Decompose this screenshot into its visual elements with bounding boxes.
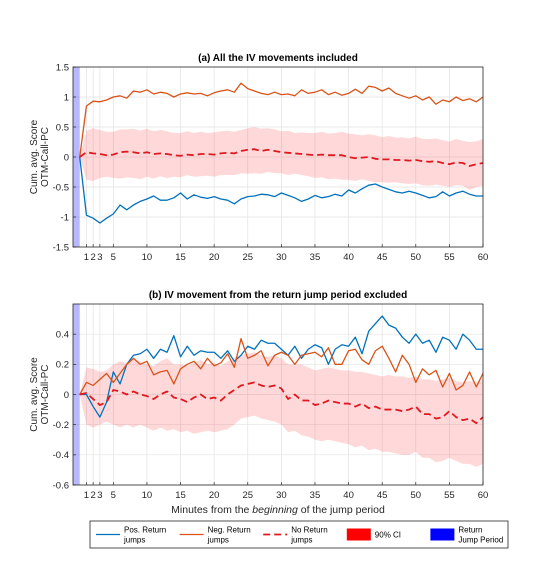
ci-band-b xyxy=(79,352,483,467)
legend-label-4-line1: Return xyxy=(458,526,482,535)
ylabel-line1-b: Cum. avg. Score xyxy=(29,357,40,432)
jump-period-a xyxy=(73,67,80,247)
panel-b-chart: 1 2 3 5 10 15 20 25 30 35 40 45 50 55 60-0.6-0.4-0.200… xyxy=(29,290,488,516)
series-line-a-1 xyxy=(79,82,484,158)
xtick-label-b-11: 45 xyxy=(377,490,388,501)
xtick-label-b-3: 5 xyxy=(111,490,116,501)
xtick-label-b-4: 10 xyxy=(142,490,153,501)
panel-a-chart: 1 2 3 5 10 15 20 25 30 35 40 45 50 55 60-1.5-1-0.500.5… xyxy=(29,53,488,263)
ytick-label-a-5: 1 xyxy=(64,92,69,103)
legend-label-1-line2: jumps xyxy=(207,536,229,545)
series-line-b-0 xyxy=(79,315,483,418)
xtick-label-b-0: 1 xyxy=(84,490,89,501)
xtick-label-a-4: 10 xyxy=(142,252,153,263)
xtick-label-a-5: 15 xyxy=(175,252,186,263)
legend-swatch-4 xyxy=(430,528,455,541)
series-line-a-2 xyxy=(79,148,484,167)
ci-band-a xyxy=(79,127,483,190)
ytick-label-b-2: -0.2 xyxy=(53,420,69,431)
legend-swatch-3 xyxy=(346,528,371,541)
ytick-label-a-6: 1.5 xyxy=(56,62,69,73)
xtick-label-a-10: 40 xyxy=(343,252,354,263)
xtick-label-a-11: 45 xyxy=(377,252,388,263)
ylabel-line2-b: OTM-Call-PC xyxy=(40,365,51,425)
xtick-label-a-7: 25 xyxy=(242,252,253,263)
xtick-label-b-1: 2 xyxy=(91,490,96,501)
xtick-label-a-3: 5 xyxy=(111,252,116,263)
xtick-label-a-13: 55 xyxy=(444,252,455,263)
xtick-label-a-2: 3 xyxy=(97,252,102,263)
ytick-label-a-0: -1.5 xyxy=(53,242,69,253)
xtick-label-b-8: 30 xyxy=(276,490,287,501)
ytick-label-b-3: 0 xyxy=(64,390,69,401)
xtick-label-a-12: 50 xyxy=(410,252,421,263)
ytick-label-a-2: -0.5 xyxy=(53,182,69,193)
xtick-label-b-14: 60 xyxy=(478,490,489,501)
xlabel-b: Minutes from the beginning of the jump p… xyxy=(171,504,385,516)
ytick-label-b-0: -0.6 xyxy=(53,480,69,491)
xtick-label-b-6: 20 xyxy=(209,490,220,501)
xtick-label-b-7: 25 xyxy=(242,490,253,501)
legend-label-4-line2: Jump Period xyxy=(458,536,503,545)
ytick-label-a-4: 0.5 xyxy=(56,122,69,133)
legend-label-3-line1: 90% CI xyxy=(375,531,401,540)
series-line-b-1 xyxy=(79,338,484,395)
series-line-b-2 xyxy=(79,381,484,425)
ylabel-line2-a: OTM-Call-PC xyxy=(40,127,51,187)
xtick-label-a-0: 1 xyxy=(84,252,89,263)
chart-title-b: (b) IV movement from the return jump per… xyxy=(149,290,407,301)
jump-period-b xyxy=(73,304,80,485)
ytick-label-b-1: -0.4 xyxy=(53,450,69,461)
ytick-label-b-4: 0.2 xyxy=(56,360,69,371)
xtick-label-b-13: 55 xyxy=(444,490,455,501)
xtick-label-a-6: 20 xyxy=(209,252,220,263)
xtick-label-a-14: 60 xyxy=(478,252,489,263)
legend-label-2-line2: jumps xyxy=(290,536,312,545)
xtick-label-b-2: 3 xyxy=(97,490,102,501)
legend-label-0-line2: jumps xyxy=(123,536,145,545)
legend-label-1-line1: Neg. Return xyxy=(208,526,251,535)
ylabel-line1-a: Cum. avg. Score xyxy=(29,119,40,194)
xtick-label-a-8: 30 xyxy=(276,252,287,263)
xtick-label-b-12: 50 xyxy=(410,490,421,501)
ytick-label-b-5: 0.4 xyxy=(56,329,69,340)
series-line-a-0 xyxy=(79,156,483,224)
xtick-label-b-10: 40 xyxy=(343,490,354,501)
legend-label-0-line1: Pos. Return xyxy=(124,526,166,535)
ytick-label-a-1: -1 xyxy=(61,212,69,223)
xtick-label-a-9: 35 xyxy=(310,252,321,263)
legend-label-2-line1: No Return xyxy=(291,526,327,535)
ytick-label-a-3: 0 xyxy=(64,152,69,163)
chart-title-a: (a) All the IV movements included xyxy=(198,53,358,64)
xtick-label-b-5: 15 xyxy=(175,490,186,501)
xtick-label-b-9: 35 xyxy=(310,490,321,501)
xtick-label-a-1: 2 xyxy=(91,252,96,263)
